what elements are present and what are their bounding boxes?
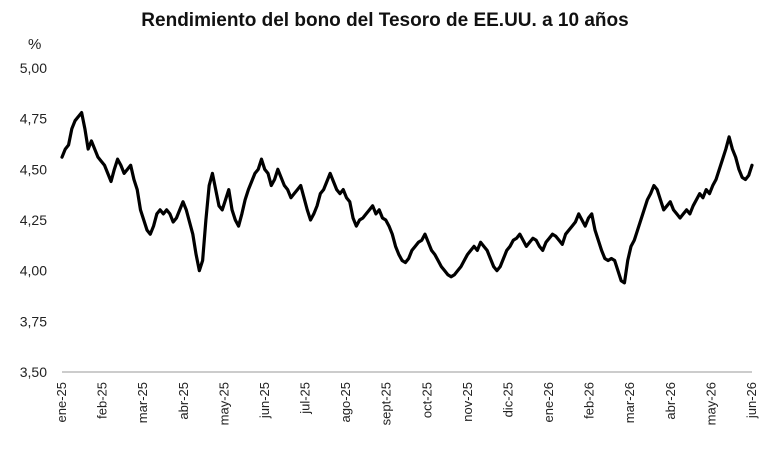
- x-tick-label: ene-26: [541, 382, 556, 422]
- x-tick-label: jul-25: [298, 382, 313, 415]
- y-tick-label: 3,50: [20, 364, 47, 380]
- y-axis-ticks: 5,00 4,75 4,50 4,25 4,00 3,75 3,50: [20, 60, 47, 380]
- x-tick-label: abr-26: [663, 382, 678, 420]
- x-axis-ticks: ene-25 feb-25 mar-25 abr-25 may-25 jun-25 jul-…: [54, 382, 759, 425]
- chart-title: Rendimiento del bono del Tesoro de EE.UU…: [141, 10, 629, 31]
- x-tick-label: nov-25: [460, 382, 475, 422]
- x-tick-label: may-26: [703, 382, 718, 425]
- y-tick-label: 3,75: [20, 313, 47, 329]
- x-tick-label: oct-25: [419, 382, 434, 418]
- y-tick-label: 4,25: [20, 212, 47, 228]
- x-tick-label: ago-25: [338, 382, 353, 422]
- yield-series-line: [60, 110, 754, 285]
- y-tick-label: 4,50: [20, 161, 47, 177]
- x-tick-label: mar-26: [622, 382, 637, 423]
- x-tick-label: jun-25: [257, 382, 272, 419]
- x-tick-label: jun-26: [744, 382, 759, 419]
- y-tick-label: 5,00: [20, 60, 47, 76]
- x-tick-label: sept-25: [379, 382, 394, 425]
- x-tick-label: feb-26: [582, 382, 597, 419]
- y-tick-label: 4,00: [20, 263, 47, 279]
- x-tick-label: abr-25: [176, 382, 191, 420]
- x-tick-label: ene-25: [54, 382, 69, 422]
- x-tick-label: mar-25: [135, 382, 150, 423]
- y-tick-label: 4,75: [20, 111, 47, 127]
- x-tick-label: may-25: [216, 382, 231, 425]
- y-axis-unit-label: %: [28, 36, 42, 53]
- x-tick-label: dic-25: [500, 382, 515, 417]
- x-tick-label: feb-25: [95, 382, 110, 419]
